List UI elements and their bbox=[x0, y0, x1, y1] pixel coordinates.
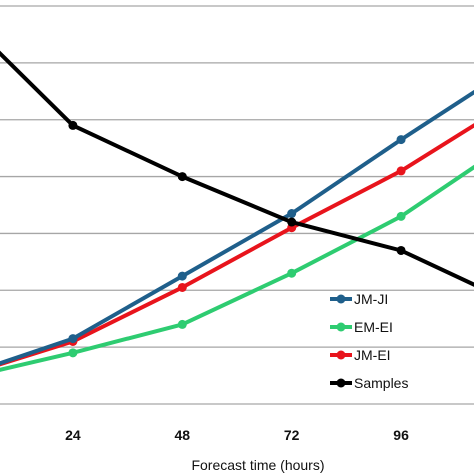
data-point-jm-ji bbox=[177, 271, 187, 281]
data-point-samples bbox=[287, 217, 297, 227]
legend-label-jm-ji: JM-JI bbox=[354, 291, 388, 307]
legend-item-jm-ji: JM-JI bbox=[330, 291, 388, 307]
legend-marker-samples bbox=[336, 378, 346, 388]
data-point-samples bbox=[68, 120, 78, 130]
series-line-em-ei bbox=[0, 164, 474, 372]
data-point-em-ei bbox=[396, 211, 406, 221]
series-jm-ji bbox=[0, 89, 474, 366]
x-tick-label: 72 bbox=[284, 427, 300, 443]
legend-marker-em-ei bbox=[336, 322, 346, 332]
data-point-jm-ji bbox=[396, 135, 406, 145]
series-layer bbox=[0, 50, 474, 372]
data-point-samples bbox=[177, 172, 187, 182]
series-line-jm-ei bbox=[0, 123, 474, 367]
x-axis-title: Forecast time (hours) bbox=[191, 457, 324, 473]
series-line-samples bbox=[0, 50, 474, 287]
legend-marker-jm-ei bbox=[336, 350, 346, 360]
legend-label-jm-ei: JM-EI bbox=[354, 347, 391, 363]
x-tick-labels: 24 48 72 96 bbox=[65, 427, 409, 443]
data-point-em-ei bbox=[68, 348, 78, 358]
data-point-jm-ji bbox=[68, 334, 78, 344]
series-samples bbox=[0, 50, 474, 287]
x-tick-label: 48 bbox=[175, 427, 191, 443]
data-point-jm-ji bbox=[287, 209, 297, 219]
legend-label-samples: Samples bbox=[354, 375, 408, 391]
data-point-samples bbox=[396, 245, 406, 255]
x-tick-label: 96 bbox=[393, 427, 409, 443]
legend-label-em-ei: EM-EI bbox=[354, 319, 393, 335]
data-point-em-ei bbox=[177, 319, 187, 329]
legend: JM-JI EM-EI JM-EI Samples bbox=[330, 291, 408, 391]
series-em-ei bbox=[0, 164, 474, 372]
x-tick-label: 24 bbox=[65, 427, 81, 443]
data-point-jm-ei bbox=[396, 166, 406, 176]
data-point-jm-ei bbox=[177, 282, 187, 292]
grid-lines bbox=[0, 5, 474, 405]
legend-item-samples: Samples bbox=[330, 375, 408, 391]
legend-item-jm-ei: JM-EI bbox=[330, 347, 391, 363]
legend-marker-jm-ji bbox=[336, 294, 346, 304]
series-line-jm-ji bbox=[0, 89, 474, 366]
data-point-em-ei bbox=[287, 268, 297, 278]
legend-item-em-ei: EM-EI bbox=[330, 319, 393, 335]
